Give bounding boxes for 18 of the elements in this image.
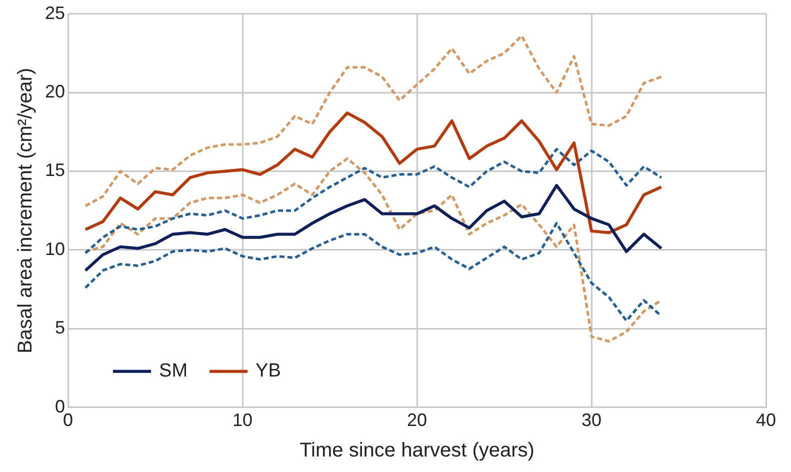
line-series	[84, 157, 663, 343]
x-tick-label: 10	[232, 410, 253, 430]
y-tick-label: 20	[44, 81, 66, 102]
y-tick-label: 25	[44, 2, 66, 23]
line-series	[84, 222, 663, 322]
legend-label: YB	[256, 360, 281, 382]
y-tick-label: 10	[44, 238, 66, 259]
legend-label: SM	[159, 360, 188, 382]
x-tick-label: 20	[406, 410, 428, 430]
x-tick-label: 30	[581, 410, 602, 430]
y-tick-label: 5	[55, 318, 66, 338]
y-tick-label: 15	[44, 160, 66, 180]
line-series	[84, 148, 663, 254]
x-tick-label: 40	[756, 410, 776, 430]
y-tick-label: 0	[55, 396, 66, 416]
x-axis-title: Time since harvest (years)	[300, 440, 534, 462]
line-series	[84, 34, 663, 208]
y-axis-title: Basal area increment (cm²/year)	[14, 68, 37, 354]
